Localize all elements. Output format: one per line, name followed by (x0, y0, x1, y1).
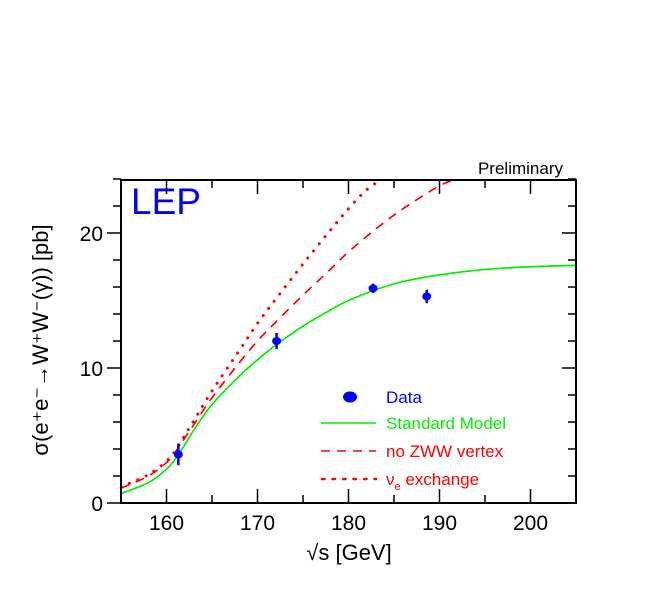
x-tick-label: 170 (240, 512, 275, 535)
data-point (422, 289, 432, 304)
svg-text:√s [GeV]: √s [GeV] (306, 540, 391, 565)
legend-item-nue-exchange: νe exchange (320, 470, 479, 493)
axis-ticks (107, 178, 577, 504)
legend: Data Standard Model no ZWW vertex νe exc… (320, 388, 506, 493)
preliminary-label: Preliminary (478, 159, 564, 178)
x-tick-label: 160 (149, 512, 184, 535)
legend-item-standard-model: Standard Model (321, 414, 506, 433)
curves (121, 180, 576, 495)
x-tick-label: 200 (513, 512, 548, 535)
svg-text:no ZWW vertex: no ZWW vertex (386, 442, 504, 461)
legend-item-data: Data (343, 388, 422, 407)
x-tick-label: 190 (422, 512, 457, 535)
data-marker-icon (343, 391, 357, 403)
tick-labels: 160 170 180 190 200 0 10 20 (80, 223, 548, 535)
dotted-curve (121, 180, 384, 489)
y-tick-label: 0 (91, 493, 103, 516)
data-point (173, 443, 183, 466)
y-tick-label: 20 (80, 223, 103, 246)
x-axis-title: √s [GeV] (306, 540, 391, 565)
svg-text:Data: Data (386, 388, 422, 407)
data-points (173, 283, 432, 466)
data-point (368, 283, 378, 294)
solid-curve (121, 264, 576, 495)
x-tick-label: 180 (331, 512, 366, 535)
y-axis-title: σ(e⁺e⁻→W⁺W⁻(γ)) [pb] (28, 224, 53, 455)
svg-text:νe exchange: νe exchange (386, 470, 479, 493)
y-tick-label: 10 (80, 358, 103, 381)
svg-text:Standard Model: Standard Model (386, 414, 506, 433)
data-point (272, 332, 282, 350)
lep-label: LEP (131, 181, 201, 222)
plot-frame (120, 179, 577, 504)
svg-text:σ(e⁺e⁻→W⁺W⁻(γ)) [pb]: σ(e⁺e⁻→W⁺W⁻(γ)) [pb] (28, 224, 53, 455)
legend-item-no-zww: no ZWW vertex (321, 442, 504, 461)
